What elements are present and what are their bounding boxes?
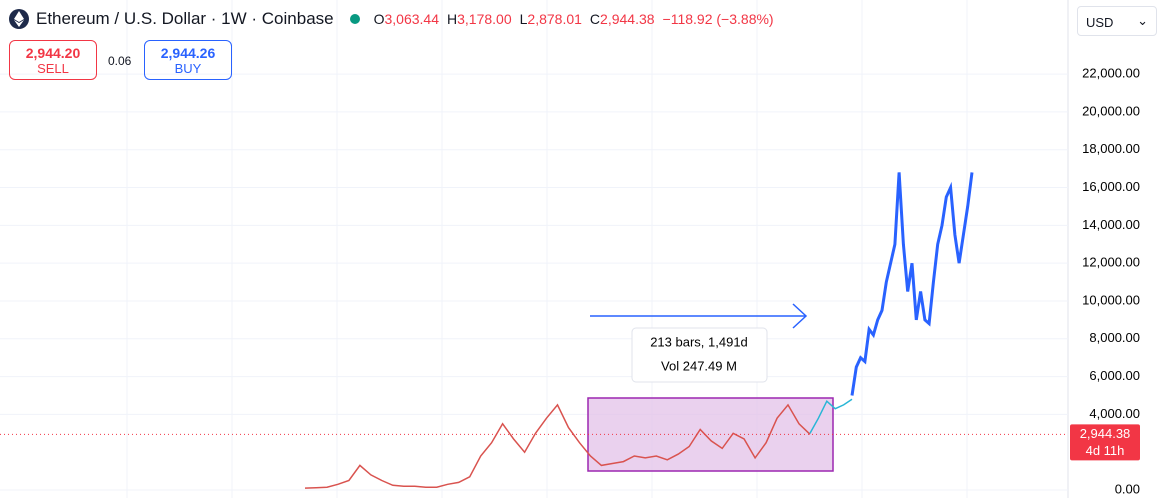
ohlc-item: H (447, 11, 458, 27)
range-box (587, 397, 834, 472)
symbol: Ethereum / U.S. Dollar · 1W · Coinbase (36, 9, 334, 28)
last-price-label: 2,944.38 (1080, 426, 1131, 441)
y-tick-label: 4,000.00 (1089, 406, 1140, 421)
ohlc-item: C (589, 11, 601, 27)
header: Ethereum / U.S. Dollar · 1W · Coinbase O… (8, 8, 782, 30)
sell-label: SELL (37, 61, 69, 76)
y-tick-label: 14,000.00 (1082, 217, 1140, 232)
buy-price: 2,944.26 (160, 45, 216, 61)
y-tick-label: 8,000.00 (1089, 330, 1140, 345)
y-tick-label: 0.00 (1115, 481, 1140, 496)
currency-select[interactable]: USD ⌄ (1077, 6, 1157, 36)
ohlc-item: O (373, 11, 385, 27)
y-tick-label: 10,000.00 (1082, 292, 1140, 307)
countdown: 4d 11h (1086, 443, 1125, 458)
y-tick-label: 18,000.00 (1082, 141, 1140, 156)
ohlc-item: 2,944.38 (600, 11, 655, 27)
y-tick-label: 6,000.00 (1089, 368, 1140, 383)
y-tick-label: 16,000.00 (1082, 179, 1140, 194)
price-line (809, 398, 853, 434)
change: −118.92 (−3.88%) (662, 11, 774, 27)
ohlc-item: 3,063.44 (384, 11, 440, 27)
y-tick-label: 12,000.00 (1082, 255, 1140, 270)
price-line (850, 172, 974, 396)
eth-icon (9, 9, 29, 29)
annotation-box (631, 327, 768, 383)
ohlc-item: 3,178.00 (457, 11, 512, 27)
ohlc-item: L (519, 11, 528, 27)
buy-label: BUY (174, 61, 202, 76)
last-price-tag (1070, 424, 1140, 461)
ohlc-item: 2,878.01 (527, 11, 582, 27)
status-dot (349, 14, 360, 24)
bars-label: 213 bars, 1,491d (650, 334, 748, 349)
buy-button[interactable]: 2,944.26 BUY (144, 40, 232, 80)
y-tick-label: 22,000.00 (1082, 66, 1140, 81)
volume-label: Vol 247.49 M (661, 358, 737, 373)
currency: USD (1086, 15, 1114, 30)
sell-price: 2,944.20 (25, 45, 81, 61)
spread: 0.06 (108, 54, 132, 68)
y-tick-label: 20,000.00 (1082, 103, 1140, 118)
sell-button[interactable]: 2,944.20 SELL (9, 40, 97, 80)
arrow-head (792, 303, 808, 329)
ohlc: O3,063.44 H3,178.00 L2,878.01 C2,944.38 −118… (374, 11, 782, 27)
price-line (304, 403, 811, 489)
